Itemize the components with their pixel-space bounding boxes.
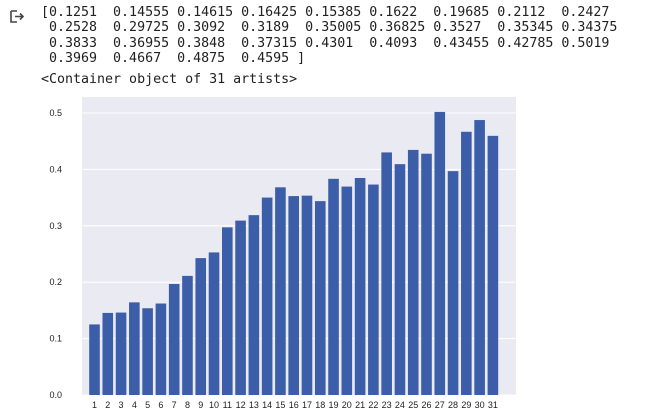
bar: [89, 324, 100, 395]
x-tick-label: 27: [435, 400, 445, 410]
bar: [461, 131, 472, 395]
bar: [381, 152, 392, 395]
bar: [222, 227, 233, 395]
x-tick-label: 19: [329, 400, 339, 410]
x-tick-label: 30: [475, 400, 485, 410]
x-tick-label: 15: [275, 400, 285, 410]
bar: [301, 195, 313, 395]
bar: [368, 184, 379, 395]
x-tick-label: 8: [185, 400, 190, 410]
x-tick-label: 6: [158, 400, 163, 410]
x-tick-label: 20: [342, 400, 352, 410]
stdout-line: 0.3833 0.36955 0.3848 0.37315 0.4301 0.4…: [41, 35, 610, 51]
output-redirect-icon[interactable]: [10, 9, 25, 23]
bar: [354, 177, 366, 395]
result-repr: <Container object of 31 artists>: [41, 72, 298, 87]
x-tick-label: 17: [302, 400, 312, 410]
x-tick-label: 25: [408, 400, 418, 410]
x-tick-label: 12: [236, 400, 246, 410]
x-tick-label: 1: [92, 400, 97, 410]
bar: [115, 312, 127, 395]
stdout-line: 0.2528 0.29725 0.3092 0.3189 0.35005 0.3…: [41, 20, 618, 36]
x-axis-ticks: 1 2 3 4 5 6 7 8 9 10 11 12 13 14 15 16 17 18 19 20 21 22 23 24 2…: [92, 400, 498, 410]
bar: [142, 308, 153, 395]
stdout-line: [0.1251 0.14555 0.14615 0.16425 0.15385 …: [41, 5, 610, 20]
x-tick-label: 10: [209, 400, 219, 410]
bar: [168, 283, 180, 395]
bar-chart: 0.00.10.20.30.40.5 1 2 3 4 5 6 7 8 9 10 11 12 13 14 15…: [49, 97, 516, 410]
x-tick-label: 5: [145, 400, 150, 410]
x-tick-label: 13: [249, 400, 259, 410]
bar: [434, 111, 446, 396]
y-axis-ticks: 0.0 0.1 0.2 0.3 0.4 0.5: [49, 108, 62, 400]
bar: [102, 312, 114, 395]
bar: [474, 120, 485, 396]
x-tick-label: 7: [172, 400, 177, 410]
x-tick-label: 24: [395, 400, 405, 410]
bar: [195, 258, 207, 395]
x-tick-label: 22: [368, 400, 378, 410]
bar: [275, 187, 286, 395]
bar: [394, 164, 406, 395]
bar: [129, 302, 140, 395]
y-tick-label: 0.3: [49, 221, 62, 231]
stdout-line: 0.3969 0.4667 0.4875 0.4595 ]: [41, 50, 306, 66]
x-tick-label: 18: [315, 400, 325, 410]
x-tick-label: 21: [355, 400, 365, 410]
y-tick-label: 0.5: [49, 108, 62, 118]
bar: [328, 178, 339, 395]
bar: [407, 149, 419, 395]
x-tick-label: 16: [289, 400, 299, 410]
bar: [155, 303, 167, 395]
y-tick-label: 0.2: [49, 277, 62, 287]
bar: [341, 186, 353, 395]
bar: [248, 215, 260, 395]
bar: [314, 201, 326, 396]
y-tick-label: 0.1: [49, 334, 62, 344]
bar: [421, 153, 432, 395]
bars: [89, 111, 499, 396]
x-tick-label: 9: [198, 400, 203, 410]
bar: [235, 220, 246, 395]
stdout-text: [0.1251 0.14555 0.14615 0.16425 0.15385 …: [41, 5, 617, 66]
x-tick-label: 28: [448, 400, 458, 410]
bar: [288, 196, 299, 395]
x-tick-label: 29: [461, 400, 471, 410]
bar: [261, 197, 273, 395]
x-tick-label: 23: [382, 400, 392, 410]
x-tick-label: 3: [119, 400, 124, 410]
x-tick-label: 2: [105, 400, 110, 410]
bar: [447, 171, 459, 395]
bar: [487, 135, 499, 395]
x-tick-label: 26: [421, 400, 431, 410]
y-tick-label: 0.0: [49, 390, 62, 400]
x-tick-label: 31: [488, 400, 498, 410]
bar: [182, 275, 193, 395]
bar: [208, 252, 220, 395]
y-tick-label: 0.4: [49, 164, 62, 174]
x-tick-label: 11: [223, 400, 232, 410]
x-tick-label: 4: [132, 400, 137, 410]
x-tick-label: 14: [262, 400, 272, 410]
